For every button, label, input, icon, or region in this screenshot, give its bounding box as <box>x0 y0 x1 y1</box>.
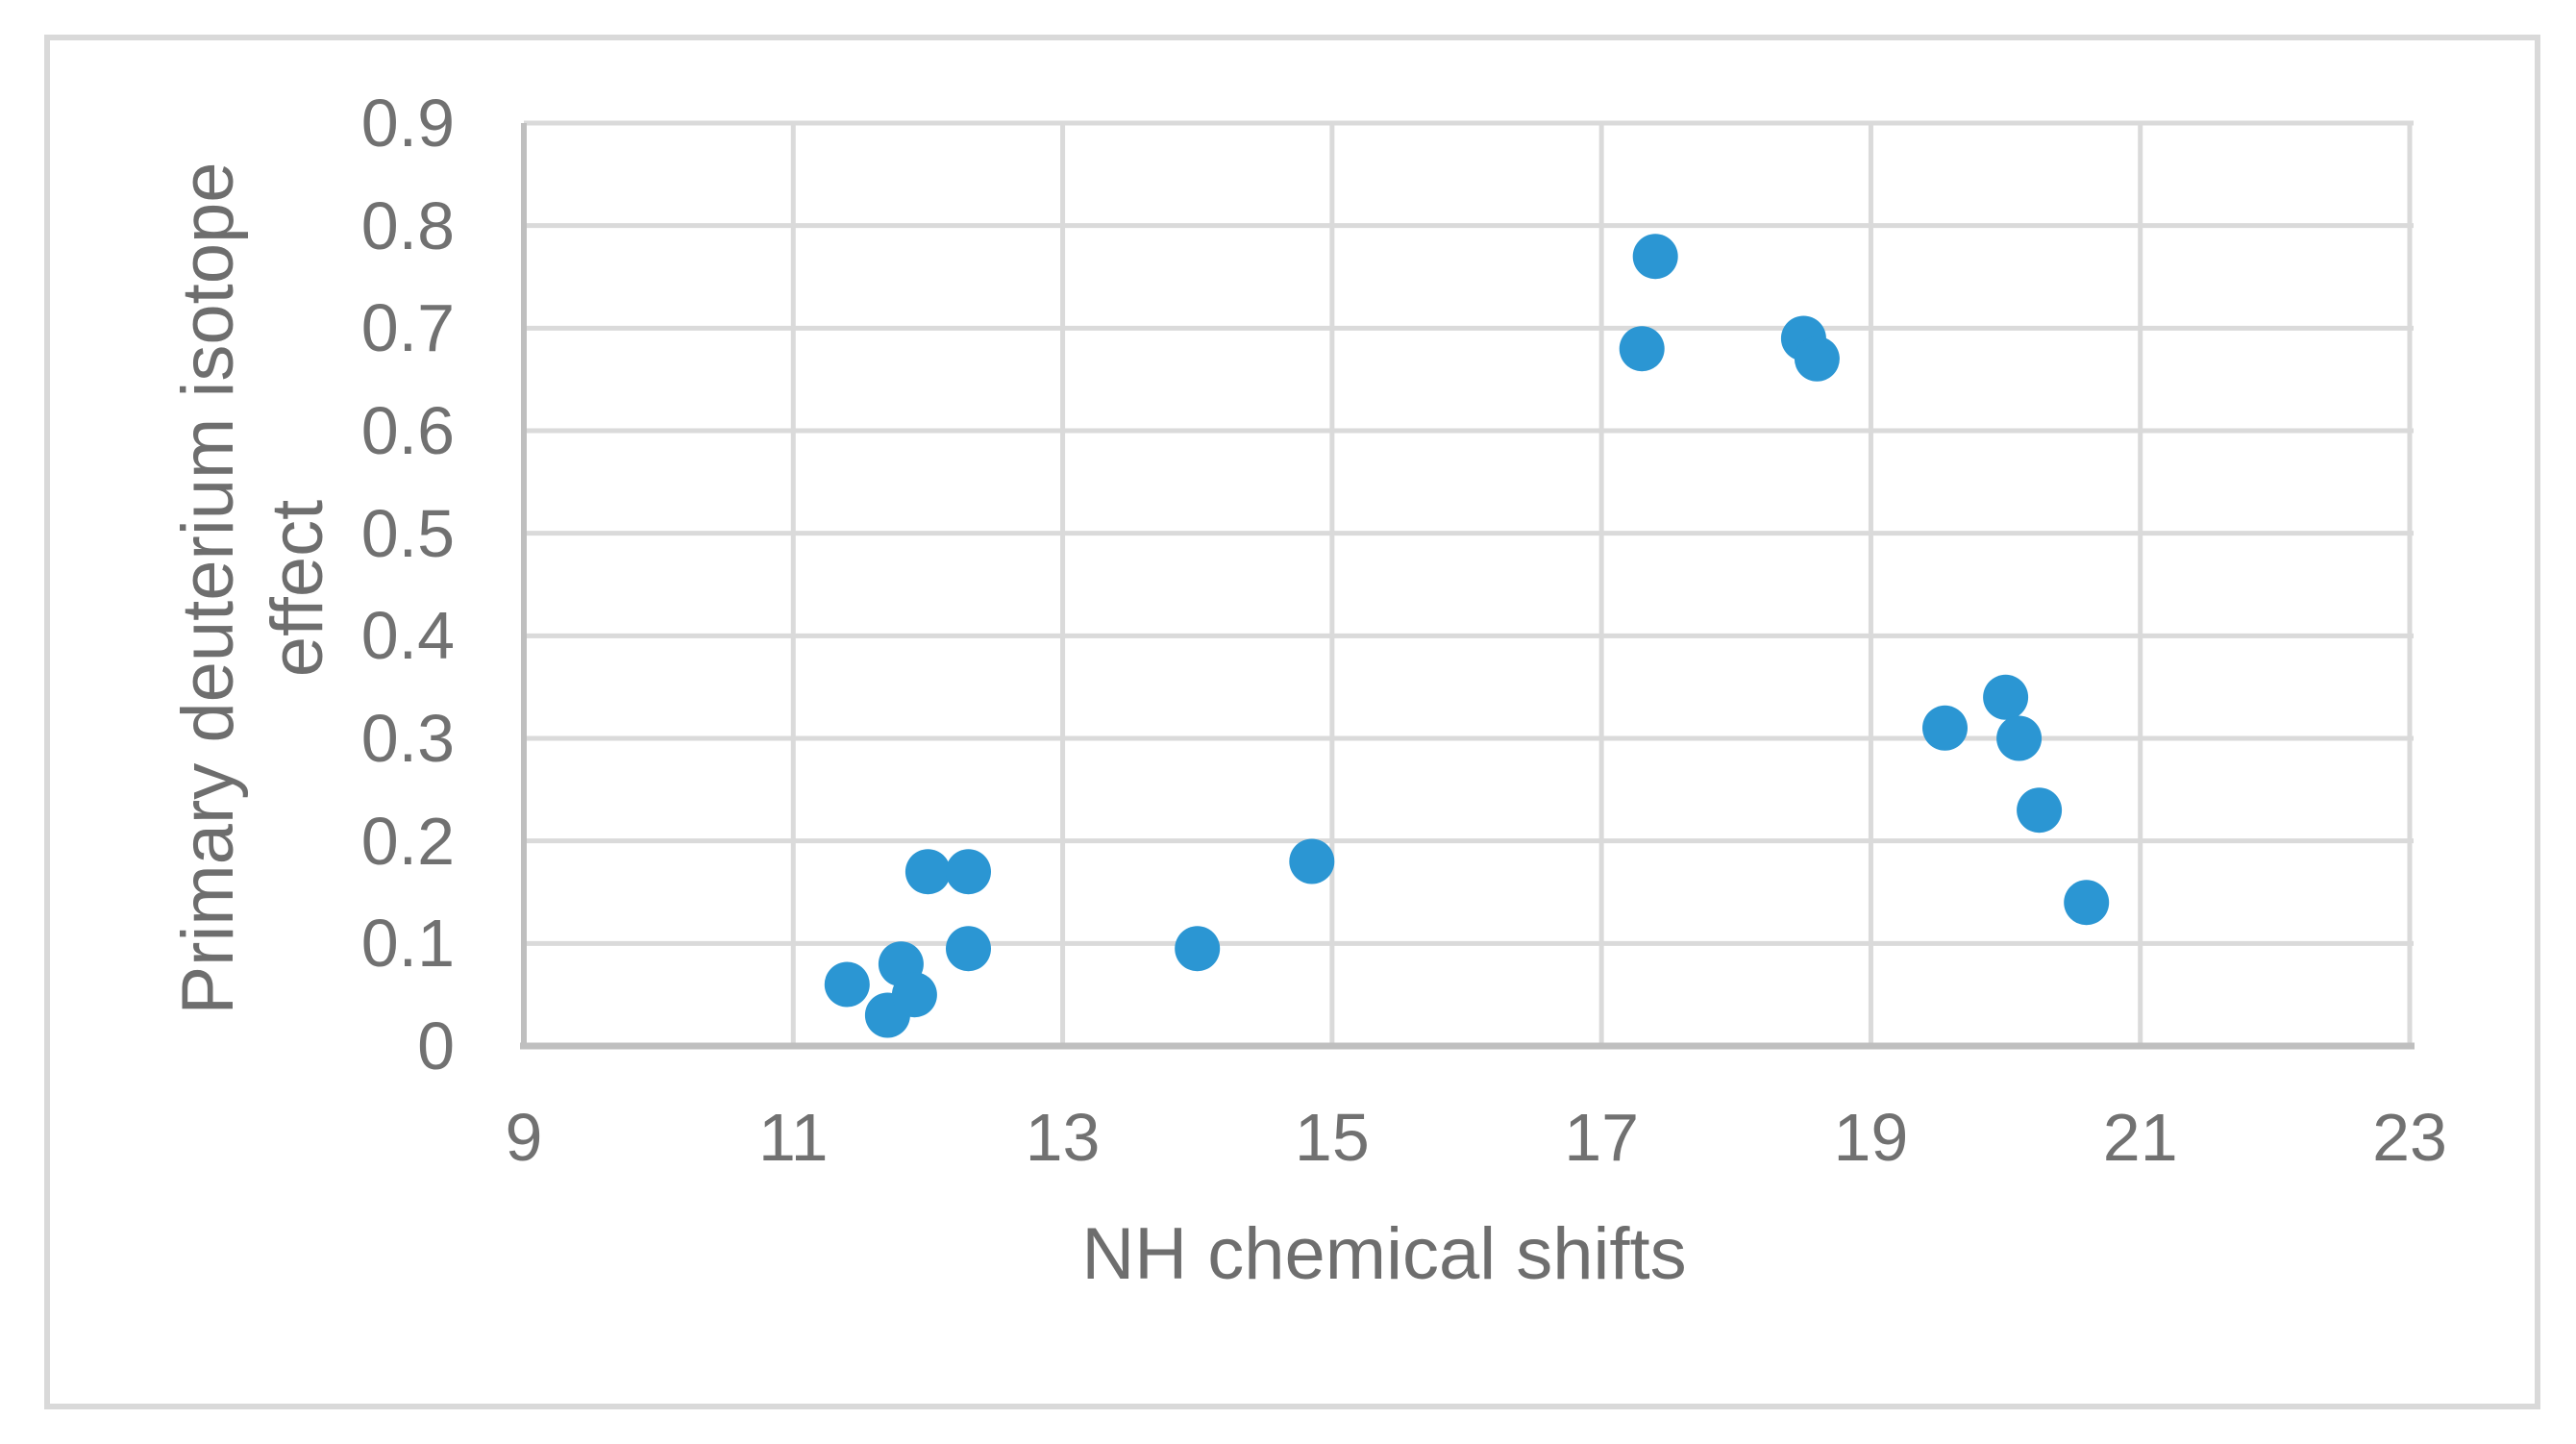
x-tick-label: 17 <box>1564 1100 1640 1175</box>
y-tick-label: 0 <box>417 1008 455 1083</box>
x-tick-label: 19 <box>1833 1100 1909 1175</box>
data-point <box>1922 705 1968 751</box>
x-tick-label: 13 <box>1025 1100 1101 1175</box>
y-tick-label: 0.2 <box>360 803 455 879</box>
y-tick-label: 0.4 <box>360 598 455 674</box>
data-point <box>1619 326 1665 372</box>
y-tick-label: 0.7 <box>360 290 455 366</box>
data-point <box>824 961 870 1008</box>
x-tick-label: 11 <box>757 1100 829 1175</box>
y-tick-label: 0.5 <box>360 495 455 571</box>
y-tick-label: 0.1 <box>360 906 455 982</box>
y-tick-label: 0.6 <box>360 393 455 468</box>
y-tick-label: 0.8 <box>360 187 455 263</box>
y-tick-label: 0.3 <box>360 701 455 776</box>
x-tick-label: 15 <box>1294 1100 1370 1175</box>
data-point <box>2017 787 2063 834</box>
data-point <box>2064 880 2110 926</box>
x-tick-label: 9 <box>505 1100 543 1175</box>
y-axis-title-line2: effect <box>257 499 338 678</box>
data-point <box>1632 234 1678 280</box>
data-point <box>946 926 991 972</box>
chart-border-frame <box>44 35 2540 1409</box>
x-tick-label: 23 <box>2372 1100 2447 1175</box>
data-point <box>1996 715 2043 761</box>
x-axis-title: NH chemical shifts <box>1081 1213 1687 1295</box>
y-tick-label: 0.9 <box>360 86 455 161</box>
data-point <box>891 972 937 1018</box>
data-point <box>1175 926 1221 972</box>
data-point <box>904 849 951 895</box>
x-tick-label: 21 <box>2102 1100 2178 1175</box>
data-point <box>1794 336 1840 382</box>
y-axis-title-line1: Primary deuterium isotope <box>167 162 249 1015</box>
data-point <box>1983 674 2029 720</box>
data-point <box>946 849 991 895</box>
data-point <box>1289 838 1335 884</box>
y-axis-title: Primary deuterium isotope effect <box>163 60 342 1117</box>
